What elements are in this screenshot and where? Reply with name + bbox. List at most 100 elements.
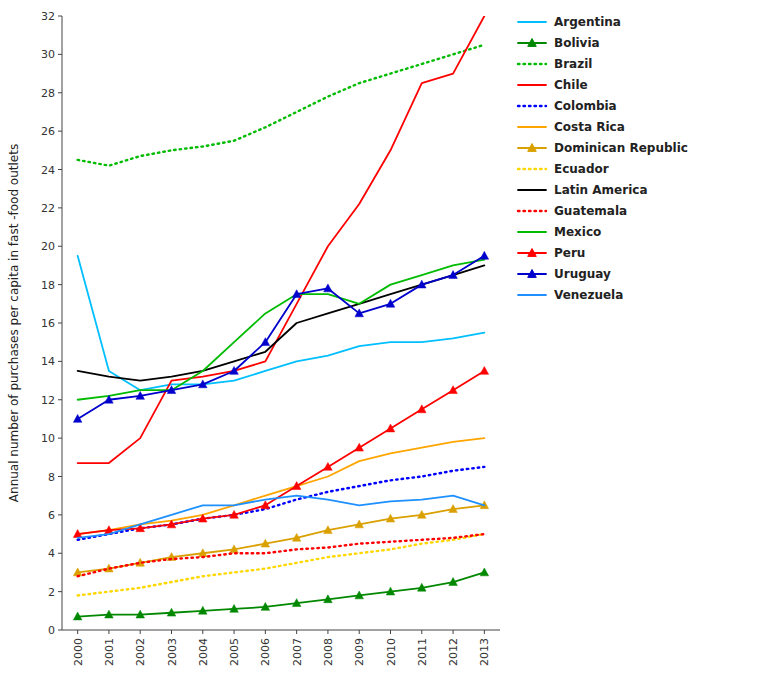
y-tick-label: 8 [48, 471, 55, 484]
series [78, 534, 485, 576]
y-tick-label: 6 [48, 509, 55, 522]
series-line [78, 260, 485, 400]
marker [449, 271, 458, 279]
y-tick-label: 2 [48, 586, 55, 599]
series-line [78, 256, 485, 419]
series-line [78, 16, 485, 463]
series [78, 265, 485, 380]
x-tick-label: 2006 [259, 638, 272, 666]
legend-label: Venezuela [554, 288, 623, 302]
y-tick-label: 12 [41, 394, 55, 407]
plot-area [73, 16, 488, 620]
series-line [78, 45, 485, 166]
y-tick [58, 476, 62, 477]
series-line [78, 572, 485, 616]
x-tick [359, 630, 360, 634]
x-tick [77, 630, 78, 634]
y-tick-label: 22 [41, 202, 55, 215]
y-tick-label: 32 [41, 10, 55, 23]
y-tick-label: 24 [41, 164, 55, 177]
marker [449, 578, 458, 586]
y-tick-label: 4 [48, 547, 55, 560]
x-tick [390, 630, 391, 634]
legend: ArgentinaBoliviaBrazilChileColombiaCosta… [518, 15, 688, 302]
marker [292, 599, 301, 607]
marker [73, 612, 82, 620]
x-tick [327, 630, 328, 634]
marker [418, 583, 427, 591]
marker [449, 386, 458, 394]
y-tick [58, 399, 62, 400]
legend-swatch [518, 189, 546, 191]
y-tick [58, 207, 62, 208]
marker [324, 526, 333, 534]
series [78, 467, 485, 540]
x-tick [484, 630, 485, 634]
legend-label: Mexico [554, 225, 601, 239]
marker [73, 568, 82, 576]
y-tick [58, 246, 62, 247]
y-tick-label: 26 [41, 125, 55, 138]
legend-label: Colombia [554, 99, 617, 113]
y-tick-label: 14 [41, 355, 55, 368]
marker [230, 545, 239, 553]
y-tick [58, 169, 62, 170]
y-tick [58, 514, 62, 515]
marker [230, 510, 239, 518]
x-tick-label: 2009 [353, 638, 366, 666]
x-tick-label: 2010 [385, 638, 398, 666]
y-tick [58, 131, 62, 132]
marker [167, 386, 176, 394]
marker [418, 280, 427, 288]
legend-label: Chile [554, 78, 588, 92]
marker [292, 482, 301, 490]
legend-label: Dominican Republic [554, 141, 688, 155]
marker [324, 595, 333, 603]
legend-label: Ecuador [554, 162, 609, 176]
legend-label: Peru [554, 246, 585, 260]
marker [292, 533, 301, 541]
marker [386, 299, 395, 307]
y-tick [58, 284, 62, 285]
x-tick-label: 2013 [478, 638, 491, 666]
marker [73, 414, 82, 422]
x-axis-line [62, 630, 500, 631]
legend-swatch [518, 168, 546, 170]
series [78, 16, 485, 463]
x-tick [171, 630, 172, 634]
legend-label: Bolivia [554, 36, 600, 50]
legend-marker [528, 270, 537, 278]
marker [199, 514, 208, 522]
marker [261, 338, 270, 346]
marker [355, 520, 364, 528]
legend-label: Costa Rica [554, 120, 625, 134]
y-tick [58, 361, 62, 362]
legend-swatch [518, 84, 546, 86]
series [78, 438, 485, 534]
series [73, 501, 488, 576]
series-line [78, 371, 485, 534]
marker [449, 505, 458, 513]
y-tick [58, 92, 62, 93]
y-tick-label: 10 [41, 432, 55, 445]
marker [480, 366, 489, 374]
x-tick [202, 630, 203, 634]
chart: 0246810121416182022242628303220002001200… [0, 0, 765, 685]
series-line [78, 467, 485, 540]
marker [261, 539, 270, 547]
marker [386, 587, 395, 595]
marker [480, 251, 489, 259]
x-tick [108, 630, 109, 634]
series [73, 251, 488, 422]
y-axis-label: Annual number of purchases per capita in… [7, 144, 21, 502]
marker [105, 395, 114, 403]
series [78, 256, 485, 390]
y-tick-label: 30 [41, 48, 55, 61]
x-tick [265, 630, 266, 634]
marker [167, 520, 176, 528]
marker [355, 591, 364, 599]
series-line [78, 438, 485, 534]
legend-swatch [518, 231, 546, 233]
legend-swatch [518, 63, 546, 65]
marker [355, 309, 364, 317]
